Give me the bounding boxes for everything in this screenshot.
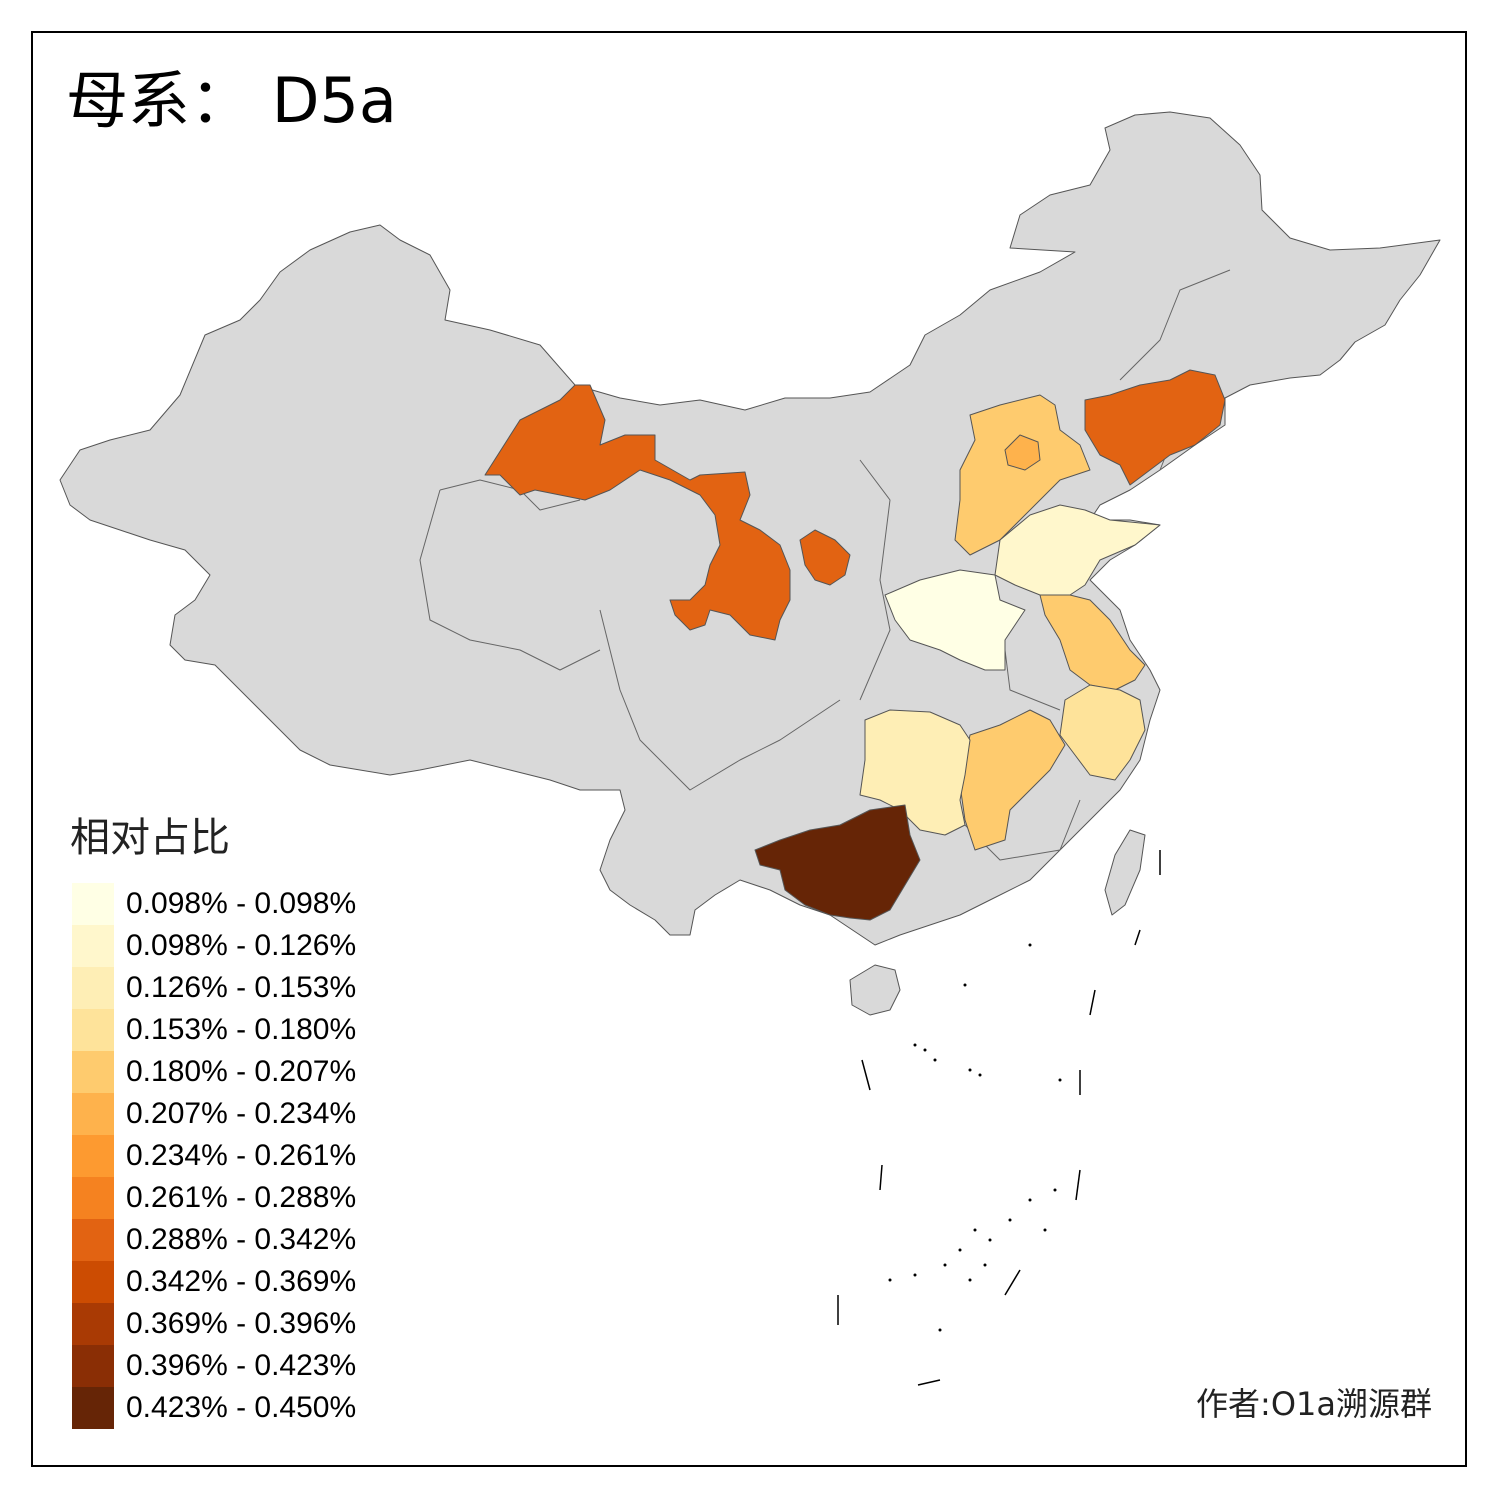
legend-swatch	[72, 1177, 114, 1219]
legend-title: 相对占比	[70, 815, 230, 861]
legend-label: 0.342% - 0.369%	[126, 1265, 357, 1298]
legend-swatch	[72, 1303, 114, 1345]
province-gansu	[484, 384, 791, 641]
legend-swatch	[72, 1009, 114, 1051]
province-zhejiang	[1059, 684, 1146, 781]
legend-label: 0.153% - 0.180%	[126, 1013, 357, 1046]
legend-swatch	[72, 1093, 114, 1135]
legend-label: 0.098% - 0.098%	[126, 887, 357, 920]
legend-swatch	[72, 925, 114, 967]
legend-swatch	[72, 1051, 114, 1093]
province-ningxia	[799, 529, 851, 586]
legend-label: 0.423% - 0.450%	[126, 1391, 357, 1424]
legend-label: 0.126% - 0.153%	[126, 971, 357, 1004]
legend-swatch	[72, 1135, 114, 1177]
legend-label: 0.207% - 0.234%	[126, 1097, 357, 1130]
map-frame	[31, 31, 1467, 1467]
legend-label: 0.234% - 0.261%	[126, 1139, 357, 1172]
legend-swatch	[72, 967, 114, 1009]
province-guangxi	[754, 804, 921, 921]
legend-swatch	[72, 1387, 114, 1429]
province-jiangsu	[1039, 594, 1146, 691]
hainan-island	[849, 964, 901, 1016]
taiwan-island	[1104, 829, 1146, 916]
map-title: 母系： D5a	[66, 64, 397, 137]
legend-label: 0.261% - 0.288%	[126, 1181, 357, 1214]
legend-label: 0.396% - 0.423%	[126, 1349, 357, 1382]
province-hunan	[859, 709, 971, 836]
legend-label: 0.288% - 0.342%	[126, 1223, 357, 1256]
province-henan	[884, 569, 1026, 671]
author-credit: 作者:O1a溯源群	[1196, 1385, 1432, 1423]
legend-swatch	[72, 883, 114, 925]
legend-label: 0.180% - 0.207%	[126, 1055, 357, 1088]
province-hebei	[954, 394, 1091, 556]
legend-label: 0.369% - 0.396%	[126, 1307, 357, 1340]
legend-swatch	[72, 1345, 114, 1387]
province-liaoning	[1084, 369, 1226, 486]
province-beijing	[1004, 434, 1041, 471]
legend-label: 0.098% - 0.126%	[126, 929, 357, 962]
province-shandong	[994, 504, 1161, 596]
legend-swatch	[72, 1219, 114, 1261]
legend-swatch	[72, 1261, 114, 1303]
